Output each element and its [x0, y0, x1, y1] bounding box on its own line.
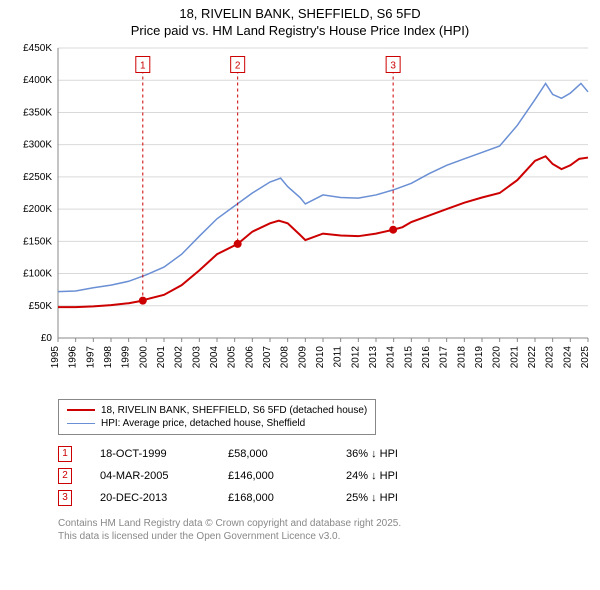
- annotation-number-box: 2: [58, 468, 72, 484]
- svg-text:2015: 2015: [403, 345, 414, 368]
- svg-text:£200K: £200K: [23, 204, 52, 215]
- svg-text:£100K: £100K: [23, 268, 52, 279]
- svg-text:£250K: £250K: [23, 172, 52, 183]
- svg-text:2020: 2020: [492, 345, 503, 368]
- svg-text:£0: £0: [41, 333, 53, 344]
- svg-text:£350K: £350K: [23, 107, 52, 118]
- svg-text:2001: 2001: [156, 345, 167, 368]
- svg-text:£50K: £50K: [29, 301, 53, 312]
- svg-text:2008: 2008: [280, 345, 291, 368]
- svg-text:2014: 2014: [386, 345, 397, 368]
- svg-text:2010: 2010: [315, 345, 326, 368]
- chart-plot: £0 £50K £100K £150K £200K £250K £300K £350K £400…: [8, 42, 592, 393]
- annotation-row: 2 04-MAR-2005 £146,000 24% ↓ HPI: [58, 465, 592, 487]
- svg-text:2025: 2025: [580, 345, 591, 368]
- svg-text:2016: 2016: [421, 345, 432, 368]
- svg-text:2005: 2005: [227, 345, 238, 368]
- legend-swatch: [67, 423, 95, 424]
- legend-swatch: [67, 409, 95, 411]
- svg-text:2021: 2021: [509, 345, 520, 368]
- annotation-pct: 25% ↓ HPI: [346, 492, 436, 504]
- svg-text:2003: 2003: [191, 345, 202, 368]
- annotation-row: 1 18-OCT-1999 £58,000 36% ↓ HPI: [58, 443, 592, 465]
- svg-text:2013: 2013: [368, 345, 379, 368]
- svg-text:2007: 2007: [262, 345, 273, 368]
- chart-title-line1: 18, RIVELIN BANK, SHEFFIELD, S6 5FD: [8, 6, 592, 23]
- svg-text:2002: 2002: [174, 345, 185, 368]
- annotation-date: 04-MAR-2005: [100, 470, 200, 482]
- svg-text:2023: 2023: [545, 345, 556, 368]
- legend-label: 18, RIVELIN BANK, SHEFFIELD, S6 5FD (det…: [101, 405, 367, 416]
- annotation-pct: 24% ↓ HPI: [346, 470, 436, 482]
- svg-text:2004: 2004: [209, 345, 220, 368]
- legend-row: 18, RIVELIN BANK, SHEFFIELD, S6 5FD (det…: [67, 404, 367, 417]
- svg-text:£300K: £300K: [23, 140, 52, 151]
- license-footer: Contains HM Land Registry data © Crown c…: [58, 517, 592, 543]
- footer-line2: This data is licensed under the Open Gov…: [58, 530, 592, 543]
- svg-text:2018: 2018: [456, 345, 467, 368]
- annotation-date: 20-DEC-2013: [100, 492, 200, 504]
- annotation-number-box: 1: [58, 446, 72, 462]
- chart-container: 18, RIVELIN BANK, SHEFFIELD, S6 5FD Pric…: [0, 0, 600, 551]
- svg-text:£450K: £450K: [23, 43, 52, 54]
- svg-text:2000: 2000: [138, 345, 149, 368]
- svg-text:1996: 1996: [68, 345, 79, 368]
- svg-text:2012: 2012: [350, 345, 361, 368]
- chart-title-line2: Price paid vs. HM Land Registry's House …: [8, 23, 592, 38]
- svg-text:2022: 2022: [527, 345, 538, 368]
- svg-text:2019: 2019: [474, 345, 485, 368]
- annotation-number-box: 3: [58, 490, 72, 506]
- annotation-pct: 36% ↓ HPI: [346, 448, 436, 460]
- svg-text:1998: 1998: [103, 345, 114, 368]
- annotation-row: 3 20-DEC-2013 £168,000 25% ↓ HPI: [58, 487, 592, 509]
- legend-row: HPI: Average price, detached house, Shef…: [67, 417, 367, 430]
- svg-text:2: 2: [235, 60, 241, 71]
- annotation-price: £58,000: [228, 448, 318, 460]
- legend-label: HPI: Average price, detached house, Shef…: [101, 418, 305, 429]
- svg-text:2006: 2006: [244, 345, 255, 368]
- svg-text:1: 1: [140, 60, 146, 71]
- annotation-price: £146,000: [228, 470, 318, 482]
- svg-text:2009: 2009: [297, 345, 308, 368]
- svg-text:1999: 1999: [121, 345, 132, 368]
- annotation-date: 18-OCT-1999: [100, 448, 200, 460]
- svg-text:1995: 1995: [50, 345, 61, 368]
- legend: 18, RIVELIN BANK, SHEFFIELD, S6 5FD (det…: [58, 399, 376, 435]
- svg-text:2024: 2024: [562, 345, 573, 368]
- annotation-table: 1 18-OCT-1999 £58,000 36% ↓ HPI 2 04-MAR-2005…: [58, 443, 592, 509]
- svg-text:£150K: £150K: [23, 236, 52, 247]
- svg-text:3: 3: [390, 60, 396, 71]
- svg-text:2017: 2017: [439, 345, 450, 368]
- svg-text:£400K: £400K: [23, 75, 52, 86]
- footer-line1: Contains HM Land Registry data © Crown c…: [58, 517, 592, 530]
- svg-text:1997: 1997: [85, 345, 96, 368]
- svg-text:2011: 2011: [333, 345, 344, 367]
- line-chart-svg: £0 £50K £100K £150K £200K £250K £300K £350K £400…: [8, 42, 592, 388]
- annotation-price: £168,000: [228, 492, 318, 504]
